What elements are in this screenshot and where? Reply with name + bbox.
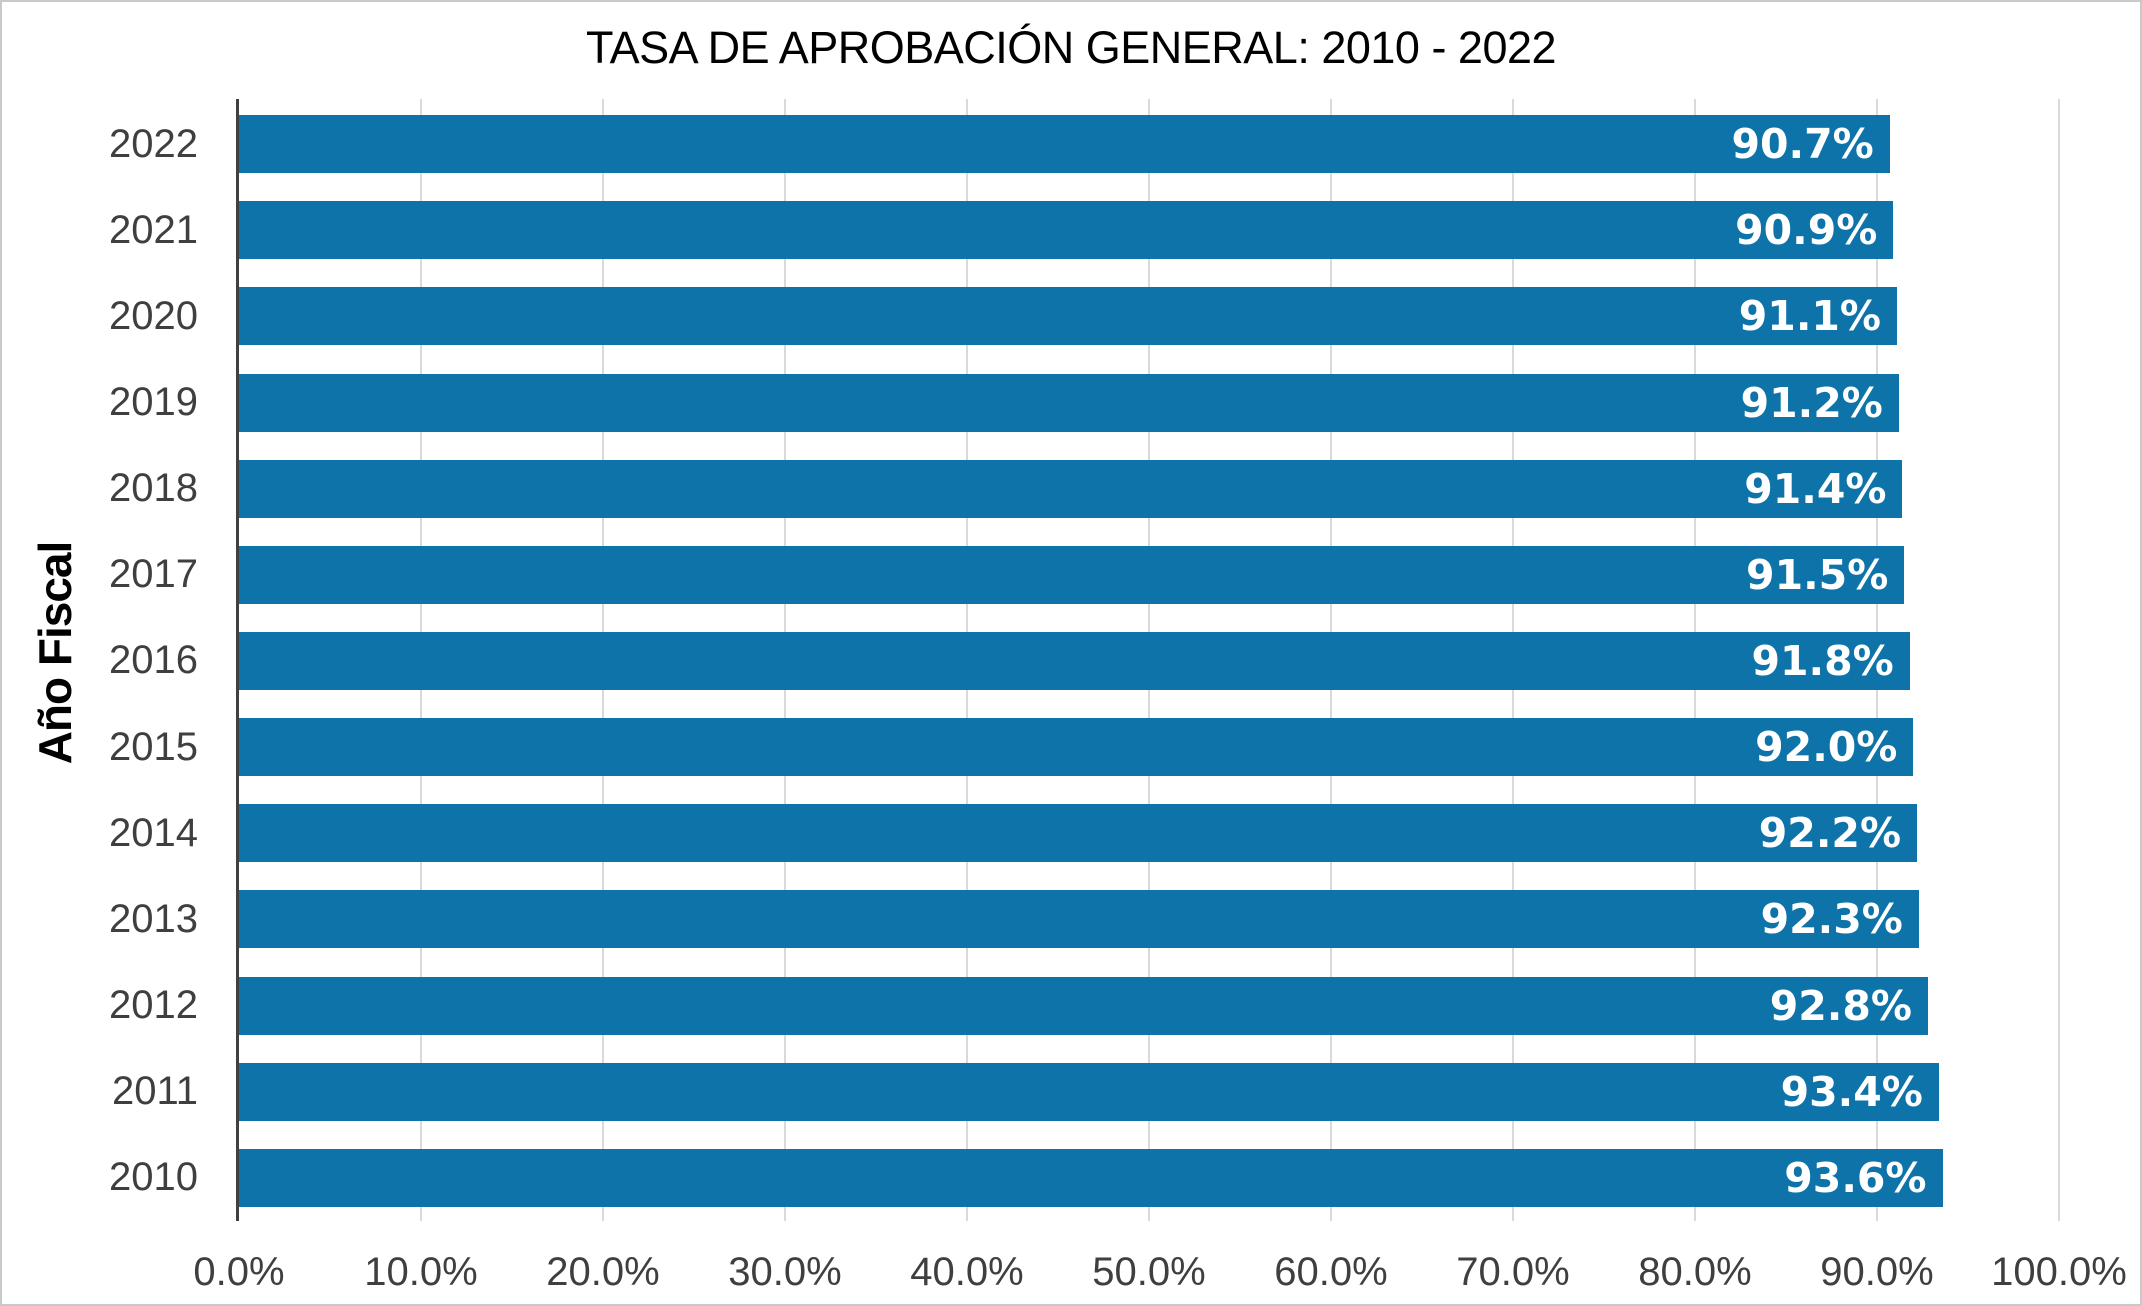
bar-value-label-2019: 91.2%: [1740, 378, 1883, 427]
bar-2022: 90.7%: [239, 115, 1890, 174]
x-tick-label-20: 20.0%: [546, 1250, 660, 1294]
bar-value-label-2010: 93.6%: [1784, 1153, 1927, 1202]
bar-2013: 92.3%: [239, 890, 1919, 949]
year-label-2017: 2017: [109, 552, 198, 597]
year-label-2020: 2020: [109, 293, 198, 338]
x-tick-label-90: 90.0%: [1820, 1250, 1934, 1294]
x-tick-label-0: 0.0%: [193, 1250, 285, 1294]
bar-value-label-2014: 92.2%: [1758, 809, 1902, 858]
bar-2016: 91.8%: [239, 632, 1910, 690]
year-label-2018: 2018: [109, 466, 198, 511]
year-label-2010: 2010: [109, 1155, 198, 1200]
bar-2019: 91.2%: [239, 373, 1899, 432]
bar-value-label-2012: 92.8%: [1769, 981, 1912, 1030]
bar-value-label-2018: 91.4%: [1744, 464, 1887, 513]
bar-2010: 93.6%: [239, 1148, 1943, 1207]
year-label-2021: 2021: [109, 207, 198, 252]
bar-value-label-2011: 93.4%: [1780, 1067, 1923, 1116]
bar-value-label-2016: 91.8%: [1751, 637, 1894, 685]
bar-2011: 93.4%: [239, 1062, 1939, 1121]
year-label-2011: 2011: [111, 1069, 198, 1114]
y-axis-line: [236, 99, 239, 1221]
bar-value-label-2017: 91.5%: [1746, 550, 1889, 599]
x-tick-label-80: 80.0%: [1638, 1250, 1752, 1294]
x-tick-label-50: 50.0%: [1092, 1250, 1206, 1294]
year-label-2013: 2013: [109, 896, 198, 941]
x-tick-label-40: 40.0%: [910, 1250, 1024, 1294]
bar-2017: 91.5%: [239, 545, 1905, 604]
bar-2015: 92.0%: [239, 718, 1914, 777]
bar-value-label-2020: 91.1%: [1738, 292, 1882, 341]
bar-value-label-2022: 90.7%: [1731, 120, 1874, 169]
x-tick-label-30: 30.0%: [728, 1250, 842, 1294]
bar-2014: 92.2%: [239, 804, 1918, 863]
bar-value-label-2013: 92.3%: [1760, 895, 1903, 944]
bar-2018: 91.4%: [239, 459, 1903, 518]
x-tick-label-10: 10.0%: [364, 1250, 478, 1294]
bar-2012: 92.8%: [239, 976, 1928, 1035]
year-label-2016: 2016: [109, 638, 198, 683]
year-label-2022: 2022: [109, 121, 198, 166]
bar-2021: 90.9%: [239, 201, 1894, 260]
year-label-2015: 2015: [109, 724, 198, 769]
x-tick-label-70: 70.0%: [1456, 1250, 1570, 1294]
year-label-2012: 2012: [109, 983, 198, 1028]
bar-2020: 91.1%: [239, 287, 1898, 346]
year-label-2014: 2014: [109, 810, 198, 855]
chart-title: TASA DE APROBACIÓN GENERAL: 2010 - 2022: [585, 22, 1557, 73]
year-label-2019: 2019: [109, 380, 198, 425]
x-tick-label-100: 100.0%: [1991, 1250, 2127, 1294]
bar-value-label-2015: 92.0%: [1755, 723, 1898, 772]
x-tick-label-60: 60.0%: [1274, 1250, 1388, 1294]
gridline-100: [2058, 99, 2060, 1221]
bar-value-label-2021: 90.9%: [1735, 206, 1878, 255]
